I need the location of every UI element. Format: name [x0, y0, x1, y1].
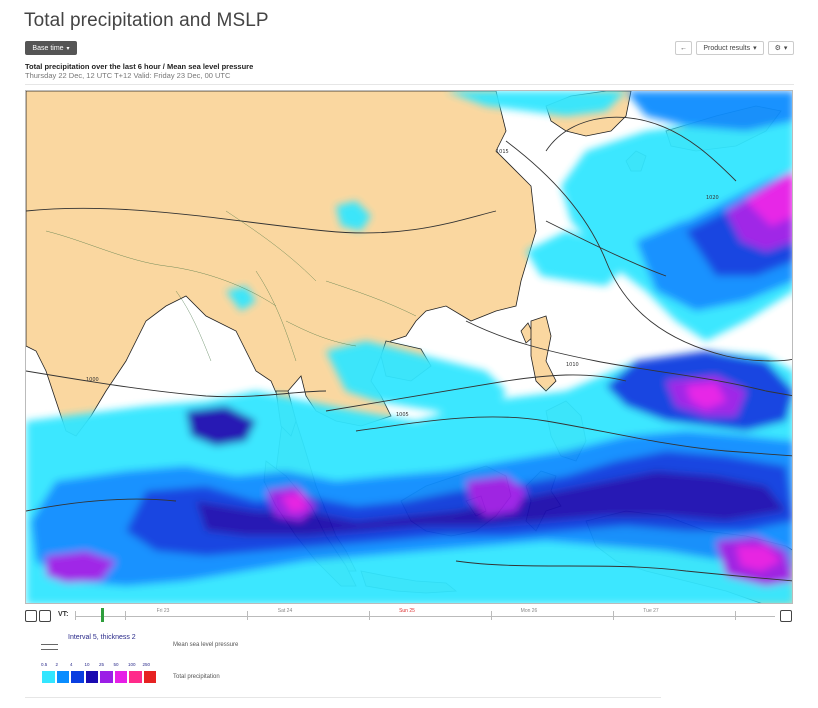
precip-color-swatch	[113, 670, 128, 684]
page-title: Total precipitation and MSLP	[24, 10, 269, 31]
play-button[interactable]	[25, 610, 37, 622]
precip-color-swatch	[84, 670, 99, 684]
timeline-cursor[interactable]	[101, 608, 104, 622]
legend: Interval 5, thickness 2 Mean sea level p…	[25, 628, 661, 698]
mslp-label: Mean sea level pressure	[173, 642, 239, 648]
precip-color-scale	[41, 670, 157, 684]
isobar-label: 1005	[396, 412, 409, 418]
back-button[interactable]: ←	[675, 41, 692, 55]
border-layer	[45, 210, 417, 362]
isobar-label: 1020	[706, 195, 719, 201]
precip-color-swatch	[128, 670, 143, 684]
timeline-day-label: Sun 25	[399, 608, 415, 614]
timeline-tick	[75, 611, 76, 620]
isobar-layer	[26, 116, 792, 582]
toolbar-right: ← Product results ▾ ⚙ ▾	[675, 41, 794, 55]
precip-label: Total precipitation	[173, 674, 220, 680]
precip-color-swatch	[70, 670, 85, 684]
timeline-tick	[735, 611, 736, 620]
base-time-label: Base time	[32, 44, 64, 52]
precip-level-label: 100	[128, 662, 136, 667]
product-subtitle: Total precipitation over the last 6 hour…	[25, 62, 254, 71]
timeline-line	[75, 616, 775, 617]
precip-color-swatch	[55, 670, 70, 684]
settings-dropdown[interactable]: ⚙ ▾	[768, 41, 794, 55]
gear-icon: ⚙	[774, 45, 781, 52]
timeline-day-label: Fri 23	[156, 608, 170, 614]
precip-level-label: 25	[99, 662, 105, 667]
product-results-dropdown[interactable]: Product results ▾	[696, 41, 764, 55]
isobar-label: 1015	[496, 149, 509, 155]
mslp-interval-label: Interval 5, thickness 2	[68, 634, 136, 641]
timeline-tick	[613, 611, 614, 620]
caret-down-icon: ▾	[783, 45, 788, 52]
timeline-tick	[491, 611, 492, 620]
mslp-line-swatch	[41, 644, 58, 650]
timeline-track[interactable]: Fri 23 Sat 24 Sun 25 Mon 26 Tue 27	[75, 608, 775, 624]
weather-map[interactable]: 1015 1020 1010 1005 1000	[25, 90, 793, 604]
precip-color-swatch	[99, 670, 114, 684]
product-validity: Thursday 22 Dec, 12 UTC T+12 Valid: Frid…	[25, 71, 231, 80]
precip-layer	[26, 91, 792, 603]
step-button[interactable]	[39, 610, 51, 622]
precip-scale-labels: 0.5 2 4 10 25 50 100 250	[41, 662, 161, 667]
isobar-labels: 1015 1020 1010 1005 1000	[86, 149, 719, 418]
isobar-label: 1000	[86, 377, 99, 383]
precip-level-label: 4	[70, 662, 73, 667]
vt-label: VT:	[58, 611, 69, 618]
isobar-label: 1010	[566, 362, 579, 368]
timeline-tick	[125, 611, 126, 620]
precip-color-swatch	[41, 670, 56, 684]
precip-level-label: 250	[142, 662, 151, 667]
caret-down-icon: ▾	[753, 45, 757, 52]
precip-level-label: 2	[55, 662, 59, 667]
divider	[25, 697, 661, 698]
precip-level-label: 50	[113, 662, 119, 667]
back-arrow-icon: ←	[680, 44, 687, 52]
precip-level-label: 0.5	[41, 662, 48, 667]
timeline-tick	[369, 611, 370, 620]
base-time-dropdown[interactable]: Base time ▾	[25, 41, 77, 55]
timeline-day-label: Sat 24	[277, 608, 293, 614]
product-results-label: Product results	[703, 44, 751, 52]
timeline-tick	[247, 611, 248, 620]
divider	[25, 84, 794, 85]
precip-color-swatch	[142, 670, 157, 684]
map-svg: 1015 1020 1010 1005 1000	[26, 91, 792, 603]
timeline: VT: Fri 23 Sat 24 Sun 25 Mon 26 Tue 27	[25, 608, 793, 624]
end-button[interactable]	[780, 610, 792, 622]
timeline-day-label: Tue 27	[643, 608, 659, 614]
timeline-day-label: Mon 26	[520, 608, 538, 614]
caret-down-icon: ▾	[66, 45, 70, 52]
precip-level-label: 10	[84, 662, 90, 667]
